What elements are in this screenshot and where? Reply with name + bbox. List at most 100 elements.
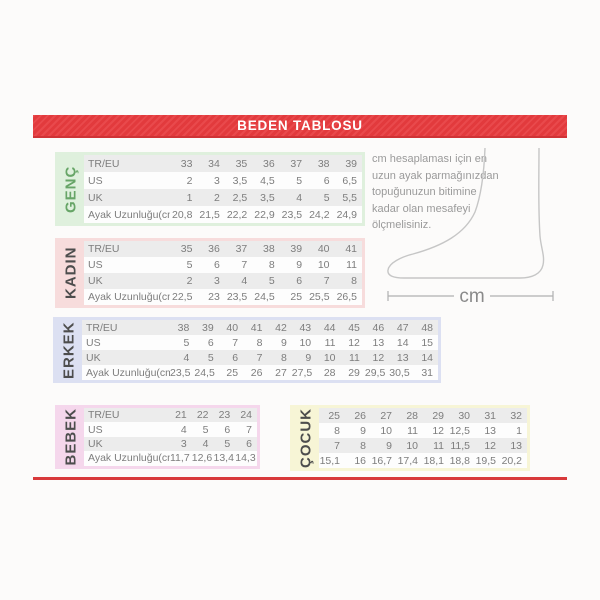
size-value-cell: 8 bbox=[334, 424, 340, 437]
size-value-cell: 26,5 bbox=[336, 291, 357, 303]
size-value-cell: 12,5 bbox=[449, 424, 470, 437]
size-value-cell: 11 bbox=[346, 259, 357, 271]
size-value-cell: 27,5 bbox=[291, 366, 313, 379]
cm-measure-line bbox=[387, 291, 554, 301]
size-value-cell: 3,5 bbox=[232, 174, 248, 187]
size-value-cell: 10 bbox=[380, 424, 392, 437]
size-value-cell: 9 bbox=[360, 424, 366, 437]
size-value-cell: 25 bbox=[328, 409, 340, 422]
size-value-cell: 24,2 bbox=[309, 208, 330, 221]
size-value-cell: 28 bbox=[406, 409, 418, 422]
table-row: Ayak Uzunluğu(cm) 23,5 24,5 25 26 27 27,5 28 29 2… bbox=[82, 365, 438, 380]
page-title: BEDEN TABLOSU bbox=[237, 118, 363, 133]
size-value-cell: 24,5 bbox=[194, 366, 215, 379]
table-row: 8 9 10 11 12 12,5 13 1 bbox=[319, 423, 527, 438]
size-value-cell: 13 bbox=[510, 439, 522, 452]
size-value-cell: 3 bbox=[214, 275, 220, 287]
size-table-header-banner: BEDEN TABLOSU bbox=[33, 115, 567, 138]
row-label: TR/EU bbox=[86, 321, 118, 334]
size-value-cell: 36 bbox=[263, 157, 275, 170]
size-value-cell: 5 bbox=[296, 174, 303, 187]
size-value-cell: 12 bbox=[348, 336, 360, 349]
size-value-cell: 30,5 bbox=[389, 366, 410, 379]
size-value-cell: 4 bbox=[180, 423, 187, 436]
section-label-erkek: ERKEK bbox=[60, 321, 78, 379]
section-label-bebek: BEBEK bbox=[62, 408, 80, 466]
size-value-cell: 4 bbox=[183, 351, 190, 364]
size-value-cell: 17,4 bbox=[397, 454, 418, 467]
size-value-cell: 7 bbox=[334, 439, 340, 452]
size-card-bebek: BEBEK TR/EU 21 22 23 24 US 4 5 6 7 UK 3 4 5 6 Ayak Uzun… bbox=[55, 405, 260, 469]
size-value-cell: 32 bbox=[510, 409, 522, 422]
size-value-cell: 21 bbox=[175, 409, 187, 422]
size-value-cell: 38 bbox=[177, 321, 190, 334]
size-value-cell: 23 bbox=[218, 409, 231, 422]
section-label-cocuk: ÇOCUK bbox=[297, 408, 315, 468]
size-value-cell: 16,7 bbox=[371, 454, 392, 467]
size-value-cell: 45 bbox=[348, 321, 360, 334]
row-label: Ayak Uzunluğu(cm) bbox=[86, 366, 170, 379]
size-value-cell: 22 bbox=[196, 409, 209, 422]
size-value-cell: 12 bbox=[372, 351, 385, 364]
row-label: UK bbox=[88, 275, 103, 287]
table-row: US 5 6 7 8 9 10 11 bbox=[84, 257, 362, 273]
size-value-cell: 25 bbox=[290, 291, 303, 303]
size-value-cell: 6,5 bbox=[342, 174, 357, 187]
table-row: US 5 6 7 8 9 10 11 12 13 14 15 bbox=[82, 335, 438, 350]
size-value-cell: 4 bbox=[241, 275, 248, 287]
row-label: TR/EU bbox=[88, 243, 120, 255]
size-value-cell: 3 bbox=[214, 174, 220, 187]
size-value-cell: 3 bbox=[180, 437, 187, 450]
table-row: UK 4 5 6 7 8 9 10 11 12 13 14 bbox=[82, 350, 438, 365]
size-value-cell: 29 bbox=[348, 366, 360, 379]
size-value-cell: 9 bbox=[280, 336, 287, 349]
size-value-cell: 39 bbox=[202, 321, 214, 334]
section-label-kadin: KADIN bbox=[62, 246, 80, 300]
size-value-cell: 4,5 bbox=[260, 174, 275, 187]
size-value-cell: 7 bbox=[232, 336, 239, 349]
size-card-cocuk: ÇOCUK 25 26 27 28 29 30 31 32 8 9 10 11 12 12,5 13 1 7 8 9… bbox=[290, 405, 530, 471]
size-card-genc: GENÇ TR/EU 33 34 35 36 37 38 39 US 2 3 3,5 4,5 5 6 6,5 U… bbox=[55, 152, 365, 226]
size-value-cell: 41 bbox=[250, 321, 263, 334]
size-value-cell: 20,8 bbox=[171, 208, 193, 221]
size-value-cell: 15,1 bbox=[319, 454, 340, 467]
size-value-cell: 8 bbox=[268, 259, 275, 271]
size-value-cell: 1 bbox=[186, 191, 193, 204]
size-value-cell: 7 bbox=[241, 259, 248, 271]
table-row: TR/EU 35 36 37 38 39 40 41 bbox=[84, 241, 362, 257]
table-row: Ayak Uzunluğu(cm)22,5 23 23,5 24,5 25 25,5 26,… bbox=[84, 289, 362, 305]
size-value-cell: 9 bbox=[296, 259, 303, 271]
size-value-cell: 38 bbox=[263, 243, 275, 255]
size-value-cell: 15 bbox=[421, 336, 433, 349]
table-row: 25 26 27 28 29 30 31 32 bbox=[319, 408, 527, 423]
size-value-cell: 27 bbox=[380, 409, 392, 422]
size-value-cell: 13 bbox=[396, 351, 409, 364]
size-value-cell: 4 bbox=[296, 191, 303, 204]
section-label-genc: GENÇ bbox=[62, 165, 80, 213]
size-value-cell: 8 bbox=[360, 439, 366, 452]
size-table-genc: TR/EU 33 34 35 36 37 38 39 US 2 3 3,5 4,5 5 6 6,5 UK 1 2 2,… bbox=[84, 155, 362, 223]
size-value-cell: 11 bbox=[324, 336, 336, 349]
table-row: US 2 3 3,5 4,5 5 6 6,5 bbox=[84, 172, 362, 189]
size-value-cell: 6 bbox=[296, 275, 303, 287]
size-value-cell: 43 bbox=[299, 321, 312, 334]
size-value-cell: 19,5 bbox=[475, 454, 496, 467]
size-value-cell: 8 bbox=[256, 336, 263, 349]
size-value-cell: 2 bbox=[186, 275, 193, 287]
size-value-cell: 22,5 bbox=[171, 291, 193, 303]
size-value-cell: 14 bbox=[396, 336, 409, 349]
size-value-cell: 1 bbox=[516, 424, 522, 437]
table-row: UK 1 2 2,5 3,5 4 5 5,5 bbox=[84, 189, 362, 206]
size-value-cell: 18,8 bbox=[449, 454, 470, 467]
size-value-cell: 14,3 bbox=[235, 452, 256, 465]
foot-outline-path bbox=[387, 147, 545, 279]
size-value-cell: 11 bbox=[407, 424, 418, 437]
size-value-cell: 13,4 bbox=[213, 452, 234, 465]
size-value-cell: 10 bbox=[299, 336, 312, 349]
table-row: Ayak Uzunluğu(cm)11,712,613,414,3 bbox=[84, 451, 257, 466]
size-card-kadin: KADIN TR/EU 35 36 37 38 39 40 41 US 5 6 7 8 9 10 11 UK 2 3… bbox=[55, 238, 365, 308]
size-value-cell: 33 bbox=[180, 157, 193, 170]
size-value-cell: 18,1 bbox=[423, 454, 444, 467]
row-label: US bbox=[88, 423, 103, 436]
size-value-cell: 26 bbox=[354, 409, 366, 422]
